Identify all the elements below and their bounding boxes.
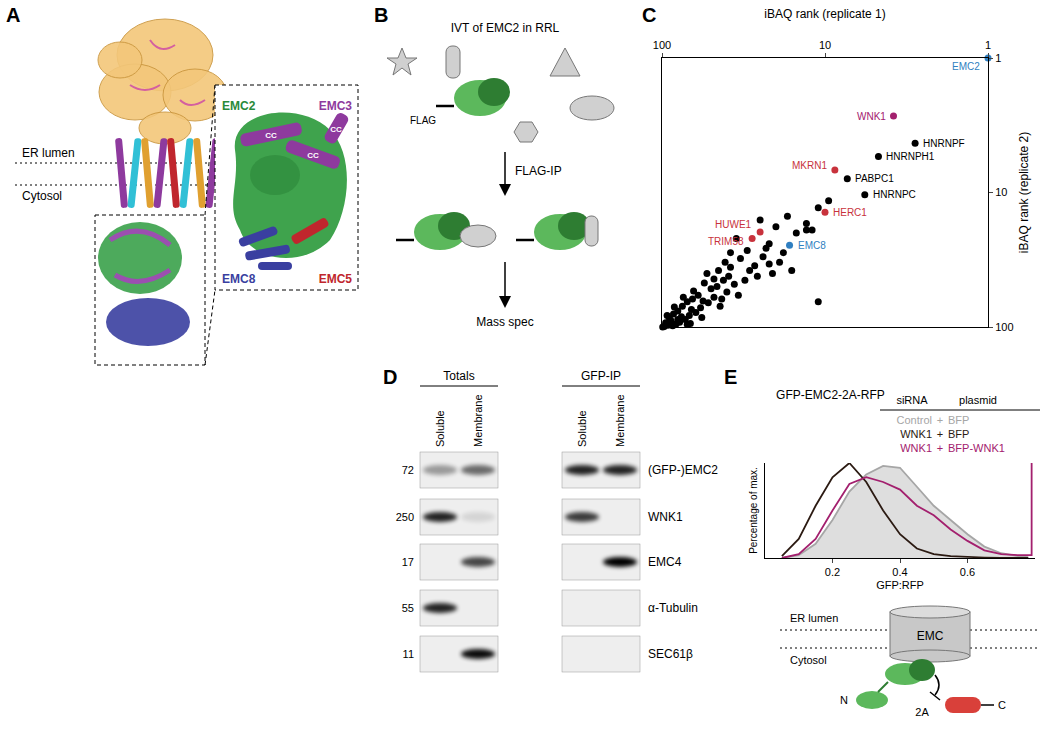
svg-text:C: C bbox=[998, 699, 1006, 711]
svg-text:EMC2: EMC2 bbox=[222, 99, 256, 113]
svg-text:Mass spec: Mass spec bbox=[476, 315, 533, 329]
svg-text:1: 1 bbox=[995, 52, 1001, 64]
svg-text:Percentage of max.: Percentage of max. bbox=[748, 467, 759, 554]
svg-text:FLAG-IP: FLAG-IP bbox=[515, 164, 562, 178]
svg-text:PABPC1: PABPC1 bbox=[855, 173, 894, 184]
svg-text:EMC8: EMC8 bbox=[222, 272, 256, 286]
svg-text:ER lumen: ER lumen bbox=[790, 612, 838, 624]
svg-text:iBAQ rank (replicate 2): iBAQ rank (replicate 2) bbox=[1017, 132, 1031, 253]
svg-text:WNK1: WNK1 bbox=[648, 510, 683, 524]
svg-text:HNRNPF: HNRNPF bbox=[923, 138, 965, 149]
svg-text:0.6: 0.6 bbox=[960, 566, 975, 578]
svg-text:Totals: Totals bbox=[443, 369, 474, 383]
svg-text:Soluble: Soluble bbox=[576, 410, 588, 447]
svg-text:IVT of EMC2 in RRL: IVT of EMC2 in RRL bbox=[451, 21, 560, 35]
svg-text:10: 10 bbox=[995, 186, 1007, 198]
svg-text:55: 55 bbox=[402, 602, 414, 614]
svg-text:+: + bbox=[937, 414, 943, 426]
svg-text:C: C bbox=[642, 4, 656, 26]
svg-text:A: A bbox=[6, 4, 20, 26]
svg-text:MKRN1: MKRN1 bbox=[792, 160, 827, 171]
svg-text:Cytosol: Cytosol bbox=[790, 654, 827, 666]
svg-text:plasmid: plasmid bbox=[959, 394, 997, 406]
svg-text:BFP-WNK1: BFP-WNK1 bbox=[948, 442, 1005, 454]
svg-text:CC: CC bbox=[307, 151, 319, 160]
svg-text:11: 11 bbox=[403, 648, 414, 660]
svg-text:100: 100 bbox=[995, 321, 1013, 333]
svg-text:E: E bbox=[724, 366, 737, 388]
svg-text:FLAG: FLAG bbox=[410, 115, 436, 126]
svg-text:N: N bbox=[840, 694, 848, 706]
svg-text:EMC3: EMC3 bbox=[319, 99, 353, 113]
svg-text:B: B bbox=[374, 4, 388, 26]
svg-text:SEC61β: SEC61β bbox=[648, 647, 693, 661]
svg-text:+: + bbox=[937, 428, 943, 440]
svg-text:Cytosol: Cytosol bbox=[22, 189, 62, 203]
svg-text:HNRNPH1: HNRNPH1 bbox=[886, 151, 935, 162]
svg-text:ER lumen: ER lumen bbox=[22, 146, 75, 160]
svg-text:BFP: BFP bbox=[948, 414, 969, 426]
svg-text:1: 1 bbox=[985, 39, 991, 51]
svg-text:Membrane: Membrane bbox=[614, 394, 626, 447]
svg-text:(GFP-)EMC2: (GFP-)EMC2 bbox=[648, 463, 718, 477]
svg-text:0.4: 0.4 bbox=[892, 566, 907, 578]
svg-text:100: 100 bbox=[653, 39, 671, 51]
svg-text:Soluble: Soluble bbox=[434, 410, 446, 447]
svg-text:EMC4: EMC4 bbox=[648, 555, 682, 569]
svg-text:GFP-EMC2-2A-RFP: GFP-EMC2-2A-RFP bbox=[776, 388, 885, 402]
svg-text:CC: CC bbox=[265, 131, 277, 140]
svg-text:17: 17 bbox=[402, 556, 414, 568]
svg-text:EMC2: EMC2 bbox=[952, 61, 980, 72]
svg-text:WNK1: WNK1 bbox=[857, 111, 886, 122]
svg-text:GFP:RFP: GFP:RFP bbox=[876, 579, 924, 591]
svg-text:EMC8: EMC8 bbox=[798, 240, 826, 251]
svg-text:Membrane: Membrane bbox=[472, 394, 484, 447]
svg-text:72: 72 bbox=[402, 464, 414, 476]
svg-text:GFP-IP: GFP-IP bbox=[581, 369, 621, 383]
svg-text:D: D bbox=[383, 366, 397, 388]
svg-text:EMC5: EMC5 bbox=[319, 272, 353, 286]
svg-text:α-Tubulin: α-Tubulin bbox=[648, 601, 698, 615]
svg-text:0.2: 0.2 bbox=[825, 566, 840, 578]
svg-text:2A: 2A bbox=[915, 706, 929, 718]
svg-text:Control: Control bbox=[897, 414, 932, 426]
svg-text:HERC1: HERC1 bbox=[833, 207, 867, 218]
svg-text:siRNA: siRNA bbox=[896, 394, 928, 406]
svg-text:WNK1: WNK1 bbox=[900, 442, 932, 454]
svg-text:iBAQ rank (replicate 1): iBAQ rank (replicate 1) bbox=[764, 7, 885, 21]
svg-text:EMC: EMC bbox=[917, 629, 944, 643]
svg-text:WNK1: WNK1 bbox=[900, 428, 932, 440]
svg-text:10: 10 bbox=[819, 39, 831, 51]
svg-text:HUWE1: HUWE1 bbox=[715, 219, 752, 230]
svg-text:250: 250 bbox=[396, 511, 414, 523]
svg-text:BFP: BFP bbox=[948, 428, 969, 440]
svg-text:HNRNPC: HNRNPC bbox=[873, 189, 916, 200]
svg-text:+: + bbox=[937, 442, 943, 454]
svg-text:TRIM58: TRIM58 bbox=[708, 236, 744, 247]
svg-text:CC: CC bbox=[330, 125, 342, 134]
